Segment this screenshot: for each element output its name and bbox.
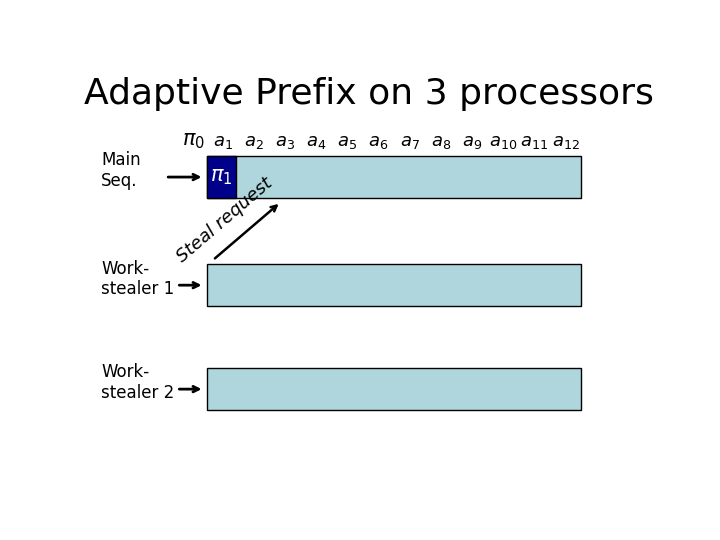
Text: $a_{11}$: $a_{11}$ xyxy=(521,133,548,151)
Text: $a_{7}$: $a_{7}$ xyxy=(400,133,420,151)
Text: $a_{4}$: $a_{4}$ xyxy=(306,133,326,151)
Text: Main
Seq.: Main Seq. xyxy=(101,151,141,190)
Text: $a_{10}$: $a_{10}$ xyxy=(489,133,517,151)
Bar xyxy=(207,368,581,410)
Text: Work-
stealer 2: Work- stealer 2 xyxy=(101,363,174,402)
Text: $\pi_0$: $\pi_0$ xyxy=(181,131,204,151)
Bar xyxy=(207,265,581,306)
Bar xyxy=(207,156,236,198)
Text: Adaptive Prefix on 3 processors: Adaptive Prefix on 3 processors xyxy=(84,77,654,111)
Text: $a_{9}$: $a_{9}$ xyxy=(462,133,482,151)
Text: Work-
stealer 1: Work- stealer 1 xyxy=(101,260,174,298)
Text: $a_{1}$: $a_{1}$ xyxy=(213,133,233,151)
Text: $a_{8}$: $a_{8}$ xyxy=(431,133,451,151)
Text: $\pi_1$: $\pi_1$ xyxy=(210,167,233,187)
Text: Steal request: Steal request xyxy=(173,174,276,266)
Text: $a_{3}$: $a_{3}$ xyxy=(275,133,295,151)
Text: $a_{12}$: $a_{12}$ xyxy=(552,133,580,151)
Text: $a_{5}$: $a_{5}$ xyxy=(338,133,357,151)
Bar xyxy=(207,156,581,198)
Text: $a_{2}$: $a_{2}$ xyxy=(244,133,264,151)
Text: $a_{6}$: $a_{6}$ xyxy=(369,133,389,151)
